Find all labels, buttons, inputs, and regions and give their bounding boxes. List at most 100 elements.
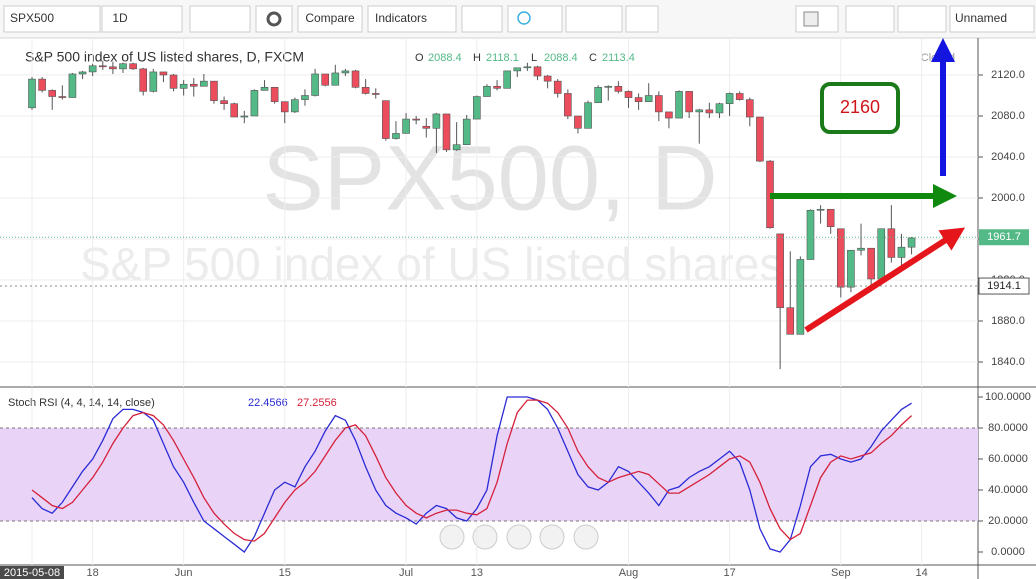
candle-body: [280, 101, 289, 113]
watermark-subtitle: S&P 500 index of US listed shares: [80, 238, 782, 290]
candle-body: [786, 307, 795, 335]
candle-body: [200, 80, 208, 87]
candle-body: [98, 65, 107, 68]
candle-body: [523, 66, 532, 69]
symbol[interactable]: SPX500: [10, 11, 54, 25]
indicator-title: Stoch RSI (4, 4, 14, 14, close): [8, 397, 155, 409]
crosshair-tag: [978, 277, 1030, 295]
scroll-left[interactable]: [439, 524, 465, 550]
stoch-line: [31, 399, 913, 542]
compare-button[interactable]: [297, 5, 363, 33]
y-tick-label: 2080.0: [991, 110, 1025, 122]
candle-body: [543, 75, 552, 82]
layout-name[interactable]: Unnamed: [955, 11, 1007, 25]
ideas-button[interactable]: [507, 5, 563, 33]
candle-body: [301, 95, 309, 100]
load-button[interactable]: [845, 5, 895, 33]
x-tick-label: 14: [916, 567, 928, 579]
candle-body: [58, 96, 67, 98]
candle-body: [402, 118, 410, 134]
candle-body: [564, 93, 572, 117]
candle-body: [907, 237, 916, 248]
candle-body: [473, 96, 481, 120]
candle-body: [139, 68, 148, 92]
undo-redo[interactable]: [565, 5, 623, 33]
candle-body: [382, 100, 390, 139]
ohlc-label: O: [415, 52, 424, 64]
candle-body: [493, 85, 501, 89]
y-tick-label: 60.0000: [988, 453, 1028, 465]
candle-body: [857, 247, 865, 251]
x-tick-label: 15: [279, 567, 291, 579]
fullscreen-button[interactable]: [625, 5, 659, 33]
candle-body: [351, 70, 360, 88]
scroll-right[interactable]: [573, 524, 599, 550]
indicators[interactable]: Indicators: [375, 11, 427, 25]
candle-body: [574, 115, 582, 129]
zoom-out[interactable]: [472, 524, 498, 550]
candle-body: [422, 125, 431, 129]
y-tick-label: 40.0000: [988, 484, 1028, 496]
indicators-button[interactable]: [367, 5, 457, 33]
candle-body: [756, 116, 764, 162]
symbol-box[interactable]: [3, 5, 101, 33]
candle-body: [877, 228, 886, 280]
last-price-label: 1961.7: [987, 231, 1021, 243]
y-tick-label: 2000.0: [991, 192, 1025, 204]
x-tick-label: 13: [471, 567, 483, 579]
layout-icon: [803, 11, 819, 27]
candle-body: [675, 91, 683, 119]
y-tick-label: 80.0000: [988, 422, 1028, 434]
ohlc-value: 2118.1: [486, 52, 519, 64]
overbought-oversold-band: [0, 427, 978, 521]
watermark: SPX500, D S&P 500 index of US listed sha…: [80, 127, 782, 290]
annotation-box: [820, 82, 900, 134]
x-tick-label: 18: [87, 567, 99, 579]
candle-body: [169, 74, 178, 89]
candle-body: [594, 87, 602, 103]
compare[interactable]: Compare: [305, 11, 355, 25]
settings-button[interactable]: [255, 5, 293, 33]
y-tick-label: 2040.0: [991, 151, 1025, 163]
candle-body: [887, 228, 896, 258]
candle-body: [392, 133, 400, 139]
candle-body: [78, 71, 87, 75]
x-tick-label: Aug: [619, 567, 639, 579]
candle-body: [88, 65, 97, 73]
chart-title: S&P 500 index of US listed shares, D, FX…: [25, 49, 304, 65]
x-tick-label: Jun: [175, 567, 193, 579]
candle-body: [452, 144, 461, 151]
candle-body: [655, 95, 663, 113]
alert-button[interactable]: [461, 5, 503, 33]
interval[interactable]: 1D: [112, 11, 128, 25]
x-tick-label: 17: [723, 567, 735, 579]
candle-body: [847, 249, 855, 288]
ohlc-label: L: [531, 52, 537, 64]
ohlc-value: 2088.4: [544, 52, 578, 64]
settings-icon: [266, 11, 282, 27]
candle-body: [311, 73, 319, 96]
candle-body: [513, 67, 522, 72]
candle-body: [412, 118, 420, 121]
interval-box[interactable]: [101, 5, 183, 33]
candle-body: [341, 70, 350, 74]
ohlc-label: C: [589, 52, 597, 64]
candle-body: [159, 71, 168, 76]
candle-body: [321, 73, 329, 86]
ohlc-label: H: [473, 52, 481, 64]
candle-body: [371, 93, 380, 95]
y-tick-label: 20.0000: [988, 515, 1028, 527]
layout-name-box[interactable]: [949, 5, 1035, 33]
ohlc-value: 2113.4: [602, 52, 635, 64]
candle-body: [665, 111, 673, 119]
reset[interactable]: [506, 524, 532, 550]
y-tick-label: 1880.0: [991, 315, 1025, 327]
chart-style-button[interactable]: [189, 5, 251, 33]
candle-body: [685, 91, 693, 113]
candle-body: [149, 71, 158, 92]
save-button[interactable]: [897, 5, 947, 33]
y-tick-label: 100.0000: [985, 391, 1031, 403]
navigation-buttons: [439, 524, 599, 550]
zoom-in[interactable]: [539, 524, 565, 550]
